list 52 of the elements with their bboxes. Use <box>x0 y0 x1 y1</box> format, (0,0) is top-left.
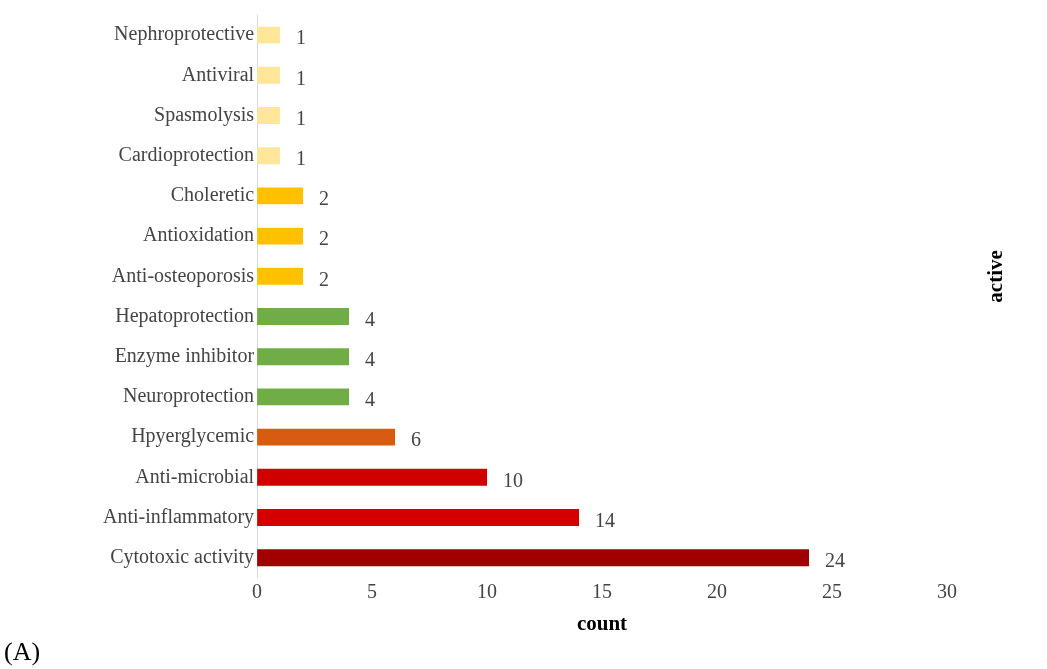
y-tick-label: Choleretic <box>170 183 255 206</box>
data-label: 24 <box>825 548 846 571</box>
data-label: 4 <box>365 388 376 411</box>
y-tick-label: Cytotoxic activity <box>110 544 255 568</box>
y2-axis-title: active <box>983 250 1008 303</box>
data-label: 1 <box>296 66 307 89</box>
bar <box>257 388 350 406</box>
data-label: 1 <box>296 26 307 49</box>
bar <box>257 66 281 84</box>
data-label: 14 <box>595 508 616 531</box>
data-label: 2 <box>319 267 330 290</box>
x-tick-label: 0 <box>252 580 263 603</box>
y-tick-label: Spasmolysis <box>154 102 255 126</box>
data-label: 10 <box>503 468 524 491</box>
y-tick-label: Anti-osteoporosis <box>111 263 255 287</box>
x-tick-label: 30 <box>937 580 957 603</box>
bar <box>257 348 350 366</box>
bar <box>257 147 281 165</box>
x-tick-label: 20 <box>707 580 728 603</box>
y-tick-label: Antiviral <box>181 62 255 85</box>
data-label: 2 <box>319 187 330 210</box>
data-label: 2 <box>319 227 330 250</box>
y-tick-label: Anti-inflammatory <box>103 504 255 528</box>
data-label: 1 <box>296 106 307 129</box>
bar <box>257 107 281 124</box>
bar <box>257 428 396 446</box>
bar <box>257 26 281 44</box>
data-label: 1 <box>296 146 307 169</box>
y-tick-label: Enzyme inhibitor <box>114 343 255 367</box>
bar <box>257 267 304 285</box>
data-label: 6 <box>411 428 422 451</box>
bar <box>257 187 304 205</box>
x-tick-label: 5 <box>367 580 378 603</box>
bar <box>257 227 304 245</box>
x-axis-title: count <box>576 610 628 635</box>
bar <box>257 308 350 325</box>
y-tick-label: Hpyerglycemic <box>131 424 255 448</box>
bar <box>257 468 488 486</box>
x-tick-label: 25 <box>822 580 843 603</box>
x-tick-label: 15 <box>592 580 613 603</box>
x-tick-label: 10 <box>477 580 498 603</box>
y-tick-label: Nephroprotective <box>114 22 255 46</box>
y-tick-label: Neuroprotection <box>123 384 255 408</box>
y-tick-label: Cardioprotection <box>118 142 255 166</box>
bar <box>257 509 580 526</box>
bar <box>257 549 810 567</box>
y-tick-label: Anti-microbial <box>135 464 255 487</box>
text: (A) <box>4 636 41 666</box>
data-label: 4 <box>365 307 376 330</box>
y-tick-label: Hepatoprotection <box>115 303 255 327</box>
y-tick-label: Antioxidation <box>142 223 255 246</box>
data-label: 4 <box>365 347 376 370</box>
